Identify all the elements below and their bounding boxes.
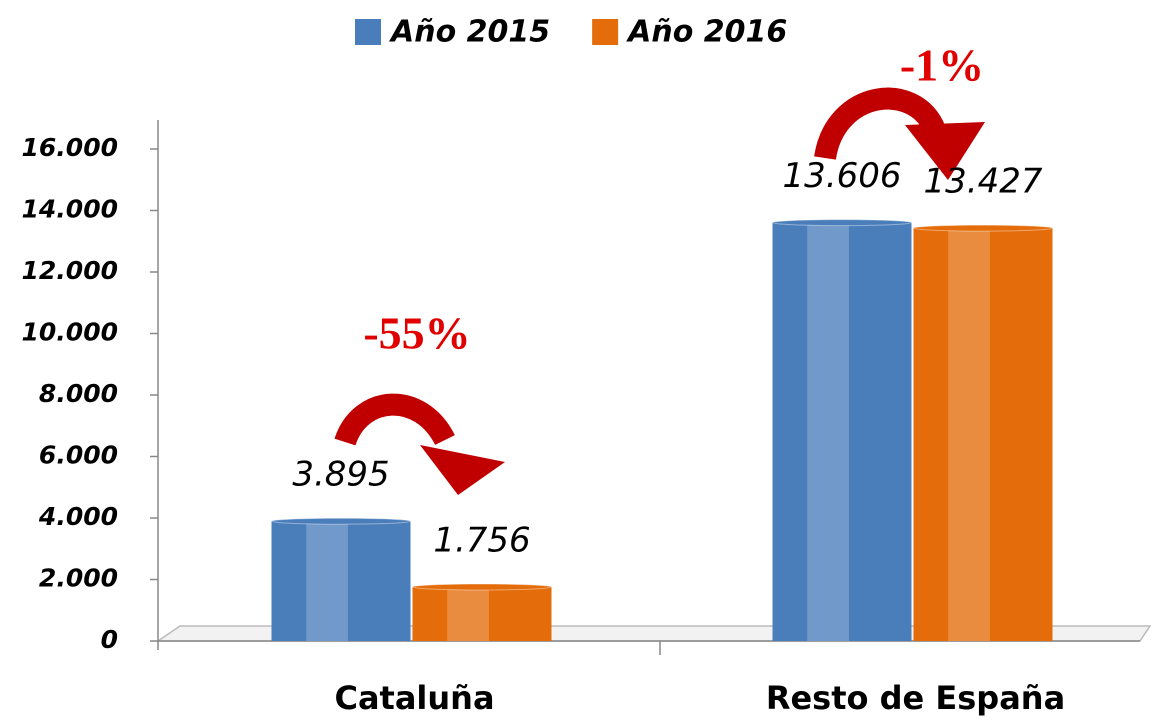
bar-highlight (807, 222, 849, 642)
arrow-head (905, 122, 985, 180)
arrow-body (814, 87, 946, 161)
legend-swatch (355, 19, 381, 45)
bar-highlight (948, 228, 990, 641)
y-tick-label: 4.000 (38, 502, 118, 531)
legend-label: Año 2016 (626, 15, 787, 50)
arrow-head (420, 445, 505, 495)
bars (271, 219, 1053, 642)
arrow-body (334, 393, 455, 447)
bar (772, 222, 912, 642)
arrow (814, 87, 985, 180)
y-tick-label: 16.000 (22, 133, 118, 162)
value-label: 3.895 (292, 455, 389, 495)
annotation: -55% (363, 308, 470, 359)
y-tick-label: 10.000 (22, 318, 118, 347)
y-tick-label: 12.000 (22, 256, 118, 285)
bar-highlight (306, 521, 348, 641)
x-tick-label: Cataluña (334, 679, 494, 717)
legend-label: Año 2015 (389, 15, 550, 50)
annotation: -1% (900, 40, 984, 91)
y-tick-label: 0 (101, 625, 118, 654)
bar-top (772, 219, 912, 227)
y-tick-label: 6.000 (39, 441, 118, 470)
value-label: 13.427 (924, 162, 1043, 202)
x-tick-label: Resto de España (766, 679, 1065, 717)
bar-top (913, 224, 1053, 232)
bar (412, 587, 552, 641)
legend-swatch (592, 19, 619, 45)
y-tick-label: 8.000 (39, 379, 118, 408)
bar-top (412, 583, 552, 591)
bar (271, 521, 411, 641)
value-label: 13.606 (783, 156, 902, 196)
bar (913, 228, 1053, 641)
bar-top (271, 517, 411, 525)
arrow (334, 393, 505, 495)
value-label: 1.756 (433, 521, 530, 561)
bar-highlight (447, 587, 489, 641)
y-tick-label: 14.000 (22, 195, 118, 224)
y-tick-label: 2.000 (39, 564, 118, 593)
